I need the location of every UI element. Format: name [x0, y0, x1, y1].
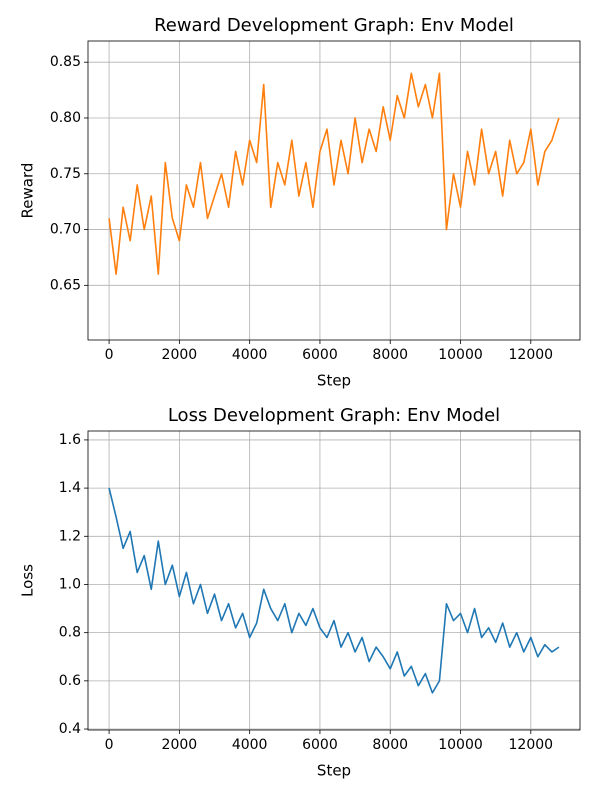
- y-tick-label: 0.8: [59, 625, 81, 641]
- chart-title: Reward Development Graph: Env Model: [154, 15, 514, 36]
- y-axis-label: Loss: [19, 564, 37, 597]
- y-tick-label: 0.85: [50, 54, 81, 70]
- x-tick-label: 12000: [509, 347, 554, 363]
- x-tick-label: 10000: [438, 737, 483, 753]
- x-tick-label: 6000: [302, 737, 338, 753]
- x-tick-label: 0: [105, 737, 114, 753]
- y-tick-label: 1.6: [59, 432, 81, 448]
- x-tick-label: 2000: [162, 737, 198, 753]
- x-tick-label: 4000: [232, 737, 268, 753]
- y-axis-label: Reward: [19, 163, 37, 219]
- y-tick-label: 0.75: [50, 166, 81, 182]
- x-tick-label: 4000: [232, 347, 268, 363]
- x-tick-label: 6000: [302, 347, 338, 363]
- axes-frame: [87, 430, 581, 731]
- x-axis-label: Step: [317, 372, 351, 390]
- y-tick-label: 1.4: [59, 480, 81, 496]
- x-tick-label: 10000: [438, 347, 483, 363]
- x-axis-label: Step: [317, 762, 351, 780]
- y-tick-label: 0.65: [50, 277, 81, 293]
- y-tick-label: 0.6: [59, 673, 81, 689]
- x-tick-label: 8000: [372, 737, 408, 753]
- x-tick-label: 12000: [509, 737, 554, 753]
- x-tick-label: 0: [105, 347, 114, 363]
- y-tick-label: 0.80: [50, 110, 81, 126]
- x-tick-label: 2000: [162, 347, 198, 363]
- x-tick-label: 8000: [372, 347, 408, 363]
- y-tick-label: 0.70: [50, 222, 81, 238]
- data-line: [108, 487, 560, 694]
- data-line: [108, 72, 560, 275]
- y-tick-label: 1.2: [59, 528, 81, 544]
- y-tick-label: 1.0: [59, 576, 81, 592]
- axes-frame: [87, 40, 581, 341]
- chart-title: Loss Development Graph: Env Model: [168, 405, 500, 426]
- y-tick-label: 0.4: [59, 721, 81, 737]
